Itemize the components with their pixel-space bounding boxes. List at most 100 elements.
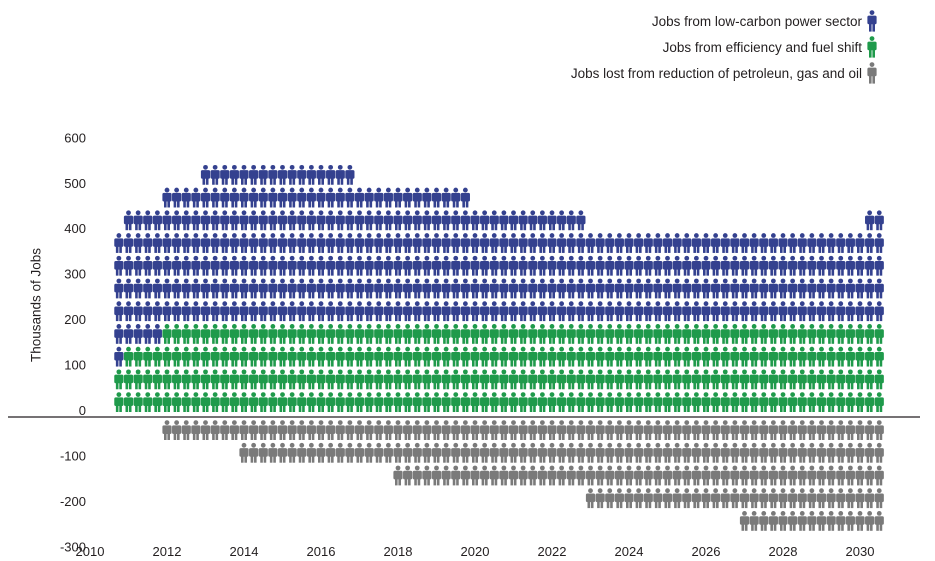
person-icon	[412, 442, 422, 463]
person-icon	[470, 233, 480, 253]
person-icon	[845, 255, 855, 276]
person-icon	[374, 255, 384, 276]
person-icon	[470, 442, 480, 463]
person-icon	[287, 346, 297, 367]
person-icon	[605, 488, 615, 509]
person-icon	[662, 369, 673, 390]
person-icon	[845, 369, 855, 390]
person-icon	[143, 233, 153, 253]
person-icon	[249, 420, 259, 440]
person-icon	[749, 420, 759, 440]
person-icon	[114, 255, 124, 276]
person-icon	[316, 278, 326, 299]
person-icon	[354, 255, 365, 276]
person-icon	[383, 278, 393, 299]
person-icon	[306, 346, 316, 367]
person-icon	[508, 301, 519, 322]
person-icon	[383, 301, 393, 322]
person-icon	[653, 255, 663, 276]
person-icon	[653, 442, 663, 463]
person-icon	[634, 324, 644, 344]
person-icon	[836, 442, 846, 463]
person-icon	[451, 255, 461, 276]
person-icon	[585, 392, 596, 412]
person-icon	[768, 324, 778, 344]
person-icon	[778, 442, 788, 463]
person-icon	[643, 233, 653, 253]
person-icon	[345, 301, 355, 322]
person-icon	[624, 301, 634, 322]
person-icon	[268, 278, 278, 299]
person-icon	[566, 324, 576, 344]
person-icon	[566, 233, 576, 253]
person-icon	[470, 301, 480, 322]
person-icon	[297, 369, 307, 390]
person-icon	[759, 442, 769, 463]
person-icon	[807, 324, 817, 344]
person-icon	[836, 278, 846, 299]
person-icon	[316, 301, 326, 322]
person-icon	[393, 420, 403, 440]
person-icon	[865, 511, 875, 531]
person-icon	[845, 488, 855, 509]
person-icon	[768, 392, 778, 412]
person-icon	[865, 324, 875, 344]
person-icon	[220, 346, 230, 367]
person-icon	[258, 255, 268, 276]
person-icon	[653, 346, 663, 367]
person-icon	[518, 210, 528, 231]
person-icon	[672, 233, 682, 253]
person-icon	[489, 420, 499, 440]
person-icon	[826, 255, 836, 276]
person-icon	[826, 442, 836, 463]
person-icon	[739, 465, 750, 486]
person-icon	[316, 210, 326, 231]
person-icon	[268, 346, 278, 367]
person-icon	[547, 210, 557, 231]
person-icon	[460, 187, 470, 208]
person-icon	[210, 346, 220, 367]
person-icon	[431, 442, 442, 463]
person-icon	[210, 324, 220, 344]
person-icon	[277, 346, 288, 367]
person-icon	[451, 187, 461, 208]
person-icon	[258, 369, 268, 390]
person-icon	[374, 346, 384, 367]
person-icon	[480, 324, 490, 344]
person-icon	[191, 255, 201, 276]
person-icon	[335, 187, 345, 208]
person-icon	[653, 233, 663, 253]
person-icon	[306, 278, 316, 299]
person-icon	[557, 278, 567, 299]
person-icon	[845, 511, 855, 531]
person-icon	[797, 488, 807, 509]
person-icon	[393, 210, 403, 231]
person-icon	[557, 233, 567, 253]
person-icon	[672, 301, 682, 322]
person-icon	[489, 233, 499, 253]
person-icon	[422, 233, 432, 253]
person-icon	[249, 442, 259, 463]
person-icon	[662, 442, 673, 463]
person-icon	[768, 346, 778, 367]
person-icon	[749, 511, 759, 531]
person-icon	[836, 420, 846, 440]
person-icon	[826, 511, 836, 531]
person-icon	[836, 369, 846, 390]
person-icon	[489, 255, 499, 276]
person-icon	[691, 442, 701, 463]
person-icon	[383, 233, 393, 253]
person-icon	[172, 301, 182, 322]
person-icon	[672, 442, 682, 463]
person-icon	[277, 255, 288, 276]
person-icon	[460, 369, 470, 390]
person-icon	[191, 301, 201, 322]
person-icon	[826, 301, 836, 322]
person-icon	[624, 420, 634, 440]
person-icon	[200, 392, 211, 412]
person-icon	[403, 420, 413, 440]
person-icon	[229, 301, 239, 322]
person-icon	[412, 278, 422, 299]
person-icon	[557, 210, 567, 231]
person-icon	[508, 233, 519, 253]
